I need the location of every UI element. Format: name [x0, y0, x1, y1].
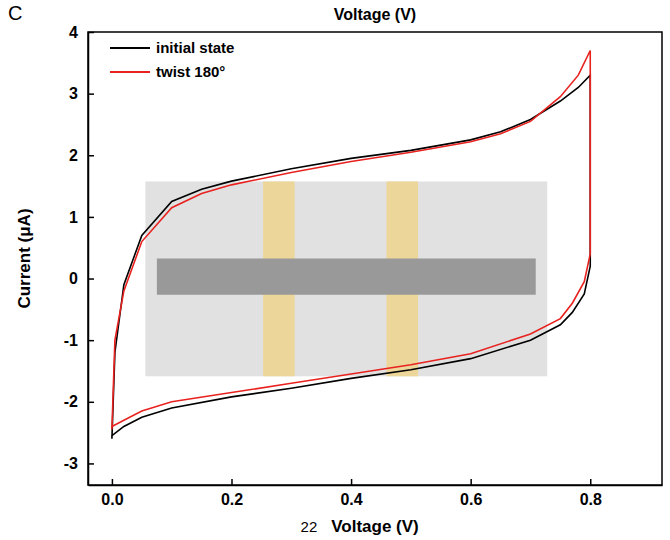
y-tick-mark — [88, 402, 94, 404]
y-tick-label: -1 — [64, 332, 78, 349]
plot-frame — [88, 32, 662, 485]
x-axis-line — [89, 485, 663, 487]
y-tick: -2 — [64, 393, 94, 410]
cv-curve — [112, 75, 590, 439]
legend-label: initial state — [156, 39, 234, 56]
y-tick-label: 1 — [69, 209, 78, 226]
photo-ground — [145, 181, 547, 376]
y-tick-label: 0 — [69, 270, 78, 287]
y-tick: -1 — [64, 332, 94, 349]
y-tick-label: 3 — [69, 85, 78, 102]
legend: initial state twist 180° — [110, 39, 234, 80]
y-tick-label: 2 — [69, 147, 78, 164]
title: Voltage (V) — [334, 6, 416, 23]
legend-swatch — [110, 71, 150, 73]
x-tick: 0.0 — [101, 479, 123, 508]
x-tick: 0.6 — [460, 479, 482, 508]
y-tick-label: 4 — [69, 24, 78, 41]
x-tick-mark — [470, 479, 472, 485]
panel-label: C — [8, 2, 22, 24]
x-axis-title: Voltage (V) — [331, 517, 419, 536]
y-tick-mark — [88, 217, 94, 219]
y-tick-label: -2 — [64, 393, 78, 410]
y-tick: 1 — [69, 209, 94, 226]
x-tick-mark — [351, 479, 353, 485]
x-tick: 0.2 — [221, 479, 243, 508]
x-tick-label: 0.6 — [460, 491, 482, 508]
y-axis-title: Current (μA) — [15, 208, 34, 308]
y-tick: -3 — [64, 455, 94, 472]
y-tick: 0 — [69, 270, 94, 287]
y-tick-mark — [88, 93, 94, 95]
x-tick-mark — [112, 479, 114, 485]
y-tick-mark — [88, 463, 94, 465]
x-axis: 0.0 0.2 0.4 0.6 0.8 — [89, 479, 663, 508]
y-tick-mark — [88, 340, 94, 342]
inset-photo — [145, 181, 547, 376]
x-tick: 0.4 — [340, 479, 362, 508]
y-tick-mark — [88, 155, 94, 157]
x-tick-label: 0.0 — [101, 491, 123, 508]
x-tick-mark — [231, 479, 233, 485]
y-tick-mark — [88, 278, 94, 280]
plot-area — [112, 50, 590, 438]
legend-label: twist 180° — [156, 63, 225, 80]
y-tick: 3 — [69, 85, 94, 102]
y-tick: 2 — [69, 147, 94, 164]
y-tick-label: -3 — [64, 455, 78, 472]
page-number: 22 — [301, 518, 318, 535]
x-tick-label: 0.8 — [580, 491, 602, 508]
y-tick-mark — [88, 32, 94, 34]
x-tick-label: 0.4 — [340, 491, 362, 508]
y-axis: -3 -2 -1 0 1 2 3 4 — [64, 24, 94, 486]
cv-curve — [112, 50, 590, 429]
x-tick-mark — [590, 479, 592, 485]
legend-swatch — [110, 47, 150, 49]
x-tick: 0.8 — [580, 479, 602, 508]
photo-device — [157, 259, 536, 295]
y-tick: 4 — [69, 24, 94, 41]
chart: 0.0 0.2 0.4 0.6 0.8 -3 -2 -1 0 1 2 3 4 C Voltage (V) Vo… — [0, 0, 670, 540]
y-axis-line — [88, 33, 90, 486]
x-tick-label: 0.2 — [221, 491, 243, 508]
